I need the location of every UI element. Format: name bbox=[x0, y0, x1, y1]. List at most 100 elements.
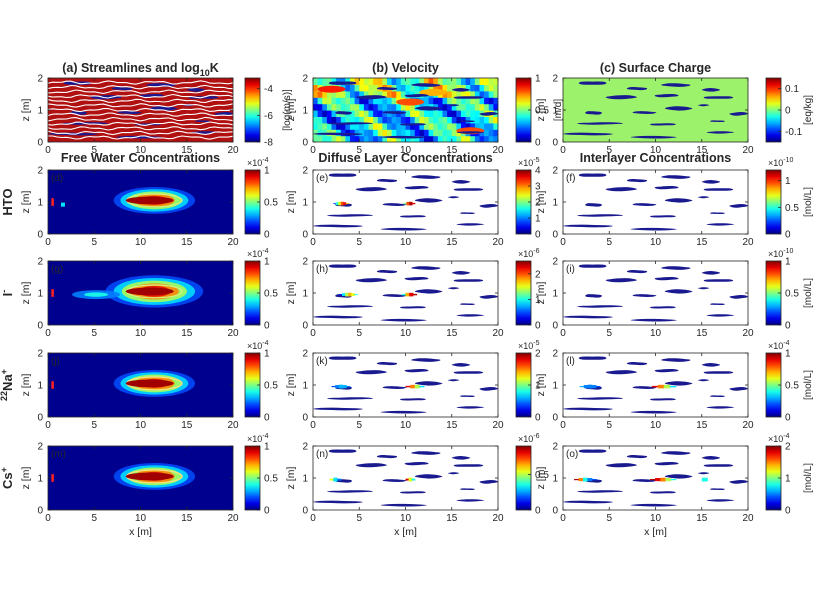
velocity-cell bbox=[424, 78, 430, 85]
velocity-cell bbox=[317, 103, 323, 111]
x-tick-label: 20 bbox=[492, 328, 504, 339]
x-tick-label: 0 bbox=[560, 145, 566, 156]
velocity-cell bbox=[433, 78, 439, 85]
velocity-cell bbox=[451, 97, 457, 105]
velocity-cell bbox=[474, 103, 481, 111]
velocity-cell bbox=[474, 122, 481, 130]
velocity-cell bbox=[424, 122, 430, 130]
velocity-cell bbox=[456, 90, 462, 98]
velocity-cell bbox=[331, 135, 337, 142]
velocity-cell bbox=[461, 103, 467, 111]
x-tick-label: 15 bbox=[446, 145, 458, 156]
velocity-cell bbox=[377, 78, 383, 85]
sorbed-band bbox=[354, 294, 358, 296]
clay-lens bbox=[701, 88, 721, 92]
velocity-cell bbox=[345, 103, 351, 111]
velocity-cell bbox=[350, 122, 356, 130]
velocity-cell bbox=[373, 129, 379, 137]
clay-lens bbox=[451, 456, 471, 460]
clay-lens bbox=[453, 464, 484, 467]
velocity-cell bbox=[493, 84, 498, 92]
clay-lens bbox=[576, 214, 624, 217]
velocity-cell bbox=[387, 135, 393, 142]
y-axis-label: z [m] bbox=[535, 99, 547, 122]
velocity-cell bbox=[442, 110, 448, 117]
velocity-cell bbox=[447, 97, 453, 105]
velocity-cell bbox=[331, 116, 337, 124]
velocity-cell bbox=[451, 135, 457, 142]
velocity-cell bbox=[405, 122, 411, 130]
colorbar-exponent: ×10-10 bbox=[768, 157, 794, 168]
colorbar-tick-label: 0 bbox=[785, 506, 791, 517]
velocity-cell bbox=[322, 116, 328, 124]
clay-lens bbox=[448, 104, 460, 107]
clay-lens bbox=[576, 397, 624, 400]
clay-lens bbox=[605, 95, 637, 100]
velocity-cell bbox=[428, 78, 434, 85]
clay-lens bbox=[456, 406, 485, 409]
clay-lens bbox=[382, 386, 407, 389]
x-tick-label: 20 bbox=[492, 237, 504, 248]
colorbar-tick-label: 2 bbox=[785, 442, 791, 453]
y-tick-label: 2 bbox=[37, 74, 43, 85]
velocity-cell bbox=[322, 135, 328, 142]
colorbar-gradient bbox=[244, 77, 261, 143]
velocity-hotspot bbox=[396, 98, 425, 106]
sorbed-band bbox=[414, 384, 420, 389]
y-tick-label: 1 bbox=[552, 474, 558, 485]
velocity-cell bbox=[322, 97, 328, 105]
clay-lens bbox=[414, 106, 443, 111]
clay-lens bbox=[703, 279, 734, 282]
sorbed-band bbox=[345, 203, 349, 205]
colorbar-i: 1 0.5 0 ×10-10 [mol/L] bbox=[765, 248, 814, 332]
clay-lens bbox=[313, 407, 363, 411]
panel-letter: (h) bbox=[316, 264, 328, 275]
velocity-cell bbox=[410, 129, 416, 137]
velocity-cell bbox=[373, 103, 379, 111]
y-tick-label: 2 bbox=[37, 257, 43, 268]
x-tick-label: 0 bbox=[45, 420, 51, 431]
x-tick-label: 10 bbox=[400, 145, 412, 156]
field-o bbox=[563, 446, 748, 510]
velocity-cell bbox=[363, 122, 370, 130]
colorbar-unit: [mol/L] bbox=[803, 463, 814, 493]
clay-lens bbox=[729, 295, 748, 299]
clay-lens bbox=[382, 479, 407, 482]
streamline bbox=[48, 80, 233, 85]
clay-lens bbox=[451, 88, 471, 92]
velocity-cell bbox=[396, 116, 402, 124]
clay-lens bbox=[630, 410, 677, 414]
sorbed-band bbox=[409, 201, 413, 206]
clay-lens bbox=[380, 503, 427, 507]
velocity-cell bbox=[387, 103, 393, 111]
velocity-cell bbox=[410, 135, 416, 142]
field-b bbox=[313, 78, 498, 142]
field-k bbox=[313, 353, 498, 417]
velocity-cell bbox=[368, 84, 374, 92]
clay-lens bbox=[382, 203, 407, 206]
x-tick-label: 20 bbox=[492, 145, 504, 156]
colorbar-n: 0.5 0 ×10-6 bbox=[515, 433, 549, 517]
velocity-cell bbox=[479, 90, 485, 98]
velocity-cell bbox=[493, 129, 498, 137]
clay-lens bbox=[650, 123, 676, 126]
colorbar-tick-label: 3 bbox=[535, 182, 541, 193]
velocity-cell bbox=[461, 116, 467, 124]
x-tick-label: 0 bbox=[45, 145, 51, 156]
velocity-cell bbox=[451, 84, 457, 92]
velocity-cell bbox=[465, 84, 471, 92]
velocity-cell bbox=[373, 135, 379, 142]
velocity-cell bbox=[424, 116, 430, 124]
velocity-cell bbox=[326, 97, 333, 105]
sorbed-band bbox=[670, 479, 677, 481]
sorbed-band bbox=[329, 478, 334, 481]
velocity-cell bbox=[433, 84, 439, 92]
colorbar-o: 2 1 0 ×10-4 [mol/L] bbox=[765, 433, 814, 517]
velocity-cell bbox=[442, 84, 448, 92]
velocity-cell bbox=[428, 110, 434, 117]
x-tick-label: 10 bbox=[650, 420, 662, 431]
clay-lens bbox=[563, 315, 613, 319]
velocity-cell bbox=[322, 103, 328, 111]
clay-lens bbox=[650, 215, 676, 218]
velocity-cell bbox=[470, 78, 476, 85]
